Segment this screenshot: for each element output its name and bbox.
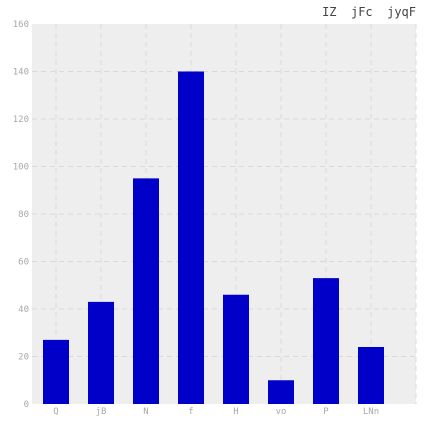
bar-N: [133, 178, 159, 404]
y-tick-label: 60: [18, 258, 29, 268]
chart-title: IZ jFc jyqF: [322, 5, 416, 19]
x-tick-label: N: [143, 407, 148, 417]
x-tick-label: P: [323, 407, 329, 417]
bar-H: [223, 294, 249, 404]
x-tick-label: jB: [96, 407, 107, 417]
y-tick-label: 80: [18, 210, 29, 220]
y-tick-label: 20: [18, 353, 29, 363]
y-tick-label: 120: [13, 115, 29, 125]
y-tick-label: 0: [24, 400, 29, 410]
x-tick-label: f: [188, 407, 193, 417]
bar-vo: [268, 380, 294, 404]
x-tick-label: vo: [276, 407, 287, 417]
y-tick-label: 100: [13, 163, 29, 173]
bar-Q: [43, 339, 69, 404]
x-tick-label: Q: [53, 407, 58, 417]
bar-P: [313, 278, 339, 404]
y-tick-label: 140: [13, 68, 29, 78]
bar-f: [178, 71, 204, 404]
x-tick-label: LNn: [363, 407, 379, 417]
y-tick-label: 40: [18, 305, 29, 315]
bars: [43, 71, 384, 404]
bar-jB: [88, 301, 114, 404]
y-axis-ticks: 0 20 40 60 80 100 120 140 160: [13, 20, 29, 410]
x-tick-label: H: [233, 407, 238, 417]
bar-LNn: [358, 347, 384, 404]
y-tick-label: 160: [13, 20, 29, 30]
